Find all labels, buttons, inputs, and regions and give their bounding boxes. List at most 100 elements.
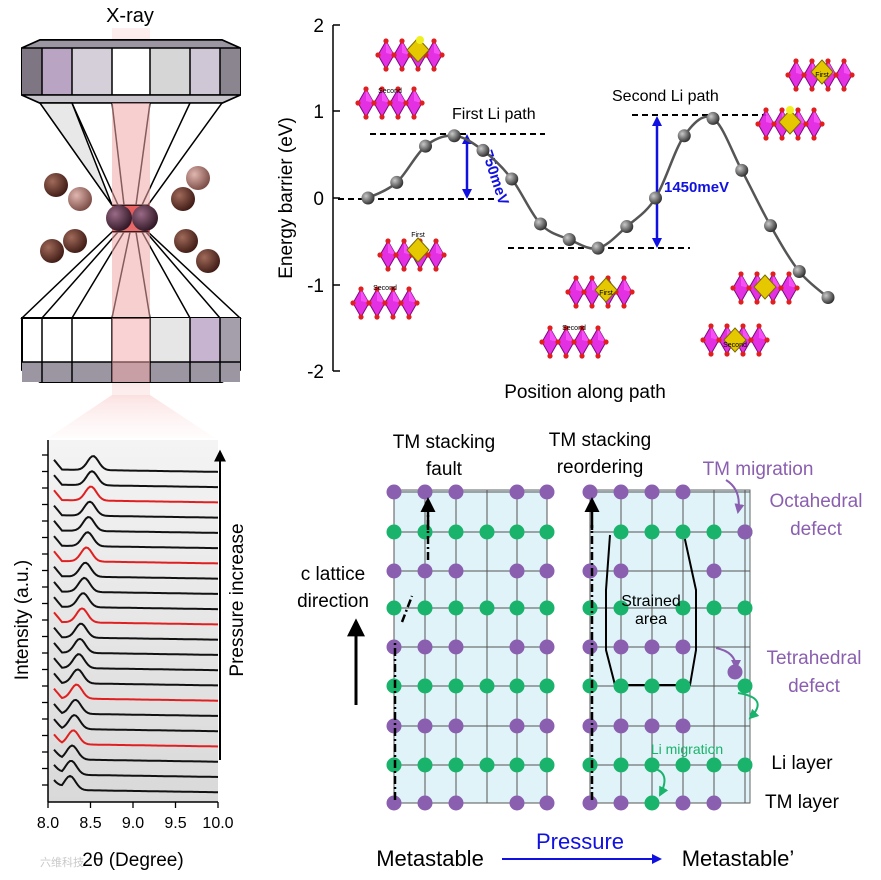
tm-atom xyxy=(539,639,555,655)
xrd-pattern xyxy=(53,607,218,626)
struct-label: First xyxy=(815,72,829,79)
xrd-pattern xyxy=(53,729,219,748)
xrd-pattern xyxy=(53,653,218,672)
octahedra-slab xyxy=(375,38,445,72)
octahedra-slab xyxy=(355,86,425,120)
octahedra-slab xyxy=(350,286,420,320)
xrd-pattern xyxy=(53,516,218,534)
xrd-pattern xyxy=(53,622,219,641)
tm-atom xyxy=(417,795,433,811)
li-atom xyxy=(509,600,525,616)
energy-point xyxy=(620,220,634,234)
xrd-pattern xyxy=(53,531,218,550)
li-atom xyxy=(539,600,555,616)
energy-point xyxy=(361,191,375,205)
octahedral-line1: Octahedral xyxy=(770,491,863,512)
c-xtick-label: 10.0 xyxy=(202,815,233,832)
tm-atom xyxy=(582,563,598,579)
li-site xyxy=(810,59,834,85)
tm-atom xyxy=(613,639,629,655)
li-atom xyxy=(582,600,598,616)
diffraction-cone xyxy=(48,395,215,438)
li-site xyxy=(406,237,430,263)
lattice-atoms xyxy=(386,484,753,811)
energy-point xyxy=(764,219,777,233)
li-atom xyxy=(644,795,660,811)
li-atom xyxy=(417,600,433,616)
li-atom xyxy=(706,524,722,540)
li-atom xyxy=(706,757,722,773)
li-atom xyxy=(386,600,402,616)
tm-atom xyxy=(613,795,629,811)
li-atom xyxy=(675,757,691,773)
ytick-neg1: -1 xyxy=(307,276,324,297)
energy-point xyxy=(419,139,432,153)
upper-cone xyxy=(38,102,224,206)
struct-label: First xyxy=(411,232,425,239)
tm-atom xyxy=(417,639,433,655)
li-atom xyxy=(448,678,464,694)
panel-c-xrd: 8.0 8.5 9.0 9.5 10.0 Intensity (a.u.) 2θ (De… xyxy=(12,440,248,871)
tm-atom xyxy=(675,795,691,811)
energy-point xyxy=(447,129,461,143)
li-atom xyxy=(479,600,495,616)
tm-atom xyxy=(582,795,598,811)
li-atom xyxy=(417,524,433,540)
stacking-fault-line1: TM stacking xyxy=(393,432,495,453)
panel-b-energy: 2 1 0 -1 -2 Energy barrier (eV) Position… xyxy=(276,16,855,403)
energy-point xyxy=(476,143,490,157)
energy-point xyxy=(677,129,691,143)
li-atom xyxy=(644,524,660,540)
li-atom xyxy=(675,678,691,694)
li-site xyxy=(723,327,747,353)
li-atom xyxy=(675,524,691,540)
panel-a-anvil-cell: X-ray xyxy=(20,5,242,438)
tm-atom xyxy=(582,484,598,500)
tetrahedral-line1: Tetrahedral xyxy=(766,648,861,669)
tm-atom xyxy=(448,718,464,734)
energy-point xyxy=(562,233,576,247)
strained-line2: area xyxy=(635,611,667,628)
li-atom xyxy=(644,678,660,694)
stacking-fault-line2: fault xyxy=(426,459,463,480)
tm-atom xyxy=(539,795,555,811)
energy-point xyxy=(735,163,749,177)
c-xtick-label: 9.5 xyxy=(164,815,186,832)
tm-atom xyxy=(613,484,629,500)
struct-label: First xyxy=(599,290,613,297)
xrd-pattern xyxy=(53,668,218,687)
tm-atom xyxy=(509,563,525,579)
li-atom xyxy=(539,524,555,540)
tetrahedral-migration-arrow xyxy=(715,647,741,670)
second-li-path-label: Second Li path xyxy=(612,88,719,105)
c-xtick-label: 9.0 xyxy=(122,815,144,832)
tm-atom xyxy=(539,563,555,579)
xrd-pattern xyxy=(53,698,218,717)
metastable-right: Metastable’ xyxy=(682,846,795,871)
tm-migration-label: TM migration xyxy=(703,459,814,480)
li-atom xyxy=(613,757,629,773)
xrd-pattern xyxy=(53,714,218,733)
metastable-left: Metastable xyxy=(376,846,484,871)
li-migration-arrow xyxy=(651,767,669,797)
xrd-pattern xyxy=(53,637,218,656)
lower-anvil xyxy=(21,317,241,383)
tm-atom xyxy=(417,718,433,734)
tm-atom xyxy=(448,484,464,500)
tm-atom xyxy=(386,484,402,500)
li-site xyxy=(594,277,618,303)
spectra-area xyxy=(48,440,218,802)
li-atom xyxy=(613,524,629,540)
struct-label: Second xyxy=(378,88,402,95)
xrd-pattern xyxy=(53,774,218,794)
watermark: 六维科技 xyxy=(40,855,84,869)
energy-point xyxy=(390,175,404,189)
li-atom xyxy=(737,600,753,616)
tm-atom xyxy=(448,563,464,579)
sample-particles xyxy=(40,166,220,273)
c-yaxis-ticks xyxy=(42,454,48,786)
c-xlabel: 2θ (Degree) xyxy=(82,850,183,871)
xrd-patterns xyxy=(53,455,219,794)
panel-d-lattice: TM stacking fault TM stacking reordering… xyxy=(297,430,862,871)
